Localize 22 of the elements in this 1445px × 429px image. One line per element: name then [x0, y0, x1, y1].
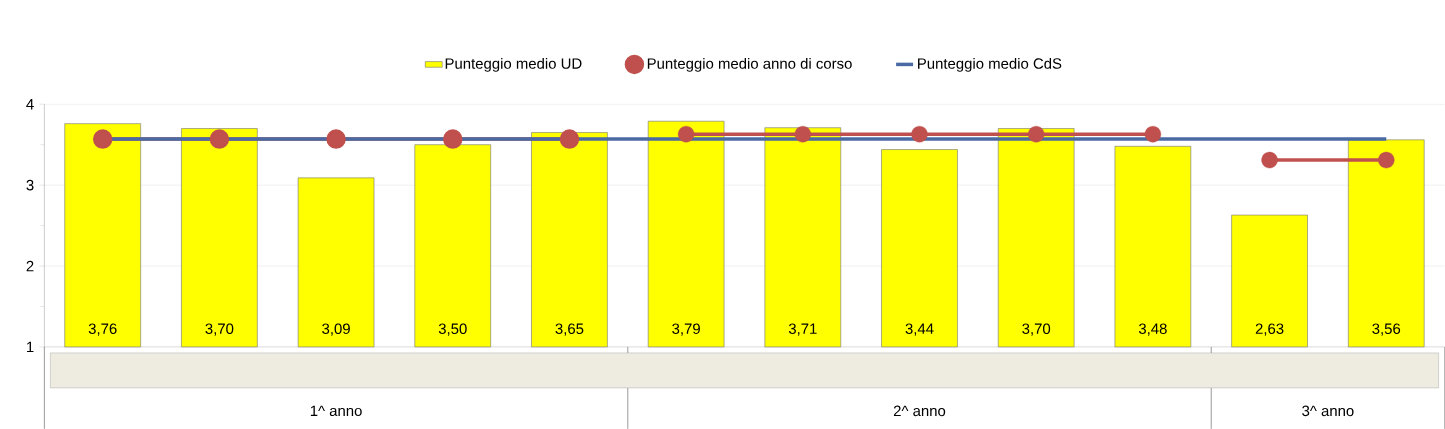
data-label: 3,44 [905, 323, 934, 336]
data-label: 3,70 [205, 323, 234, 336]
data-label: 3,09 [322, 323, 350, 336]
y-tick-label: 2 [26, 260, 34, 272]
y-tick-label: 3 [26, 179, 34, 191]
legend-label: Punteggio medio UD [445, 57, 582, 72]
y-tick-label: 4 [26, 98, 34, 110]
data-label: 2,63 [1255, 323, 1284, 336]
y-tick-label: 1 [27, 341, 34, 352]
text: 1^ anno [310, 405, 362, 416]
text: 2^ anno [893, 405, 946, 416]
data-label: 3,71 [788, 323, 817, 336]
data-label: 3,48 [1138, 323, 1167, 336]
data-label: 3,70 [1022, 323, 1051, 336]
legend-label: Punteggio medio CdS [918, 57, 1062, 72]
legend-label: Punteggio medio anno di corso [647, 57, 852, 72]
data-label: 3,79 [672, 323, 700, 336]
data-label: 3,65 [555, 323, 584, 336]
data-label: 3,50 [438, 323, 467, 336]
text: 3^ anno [1302, 405, 1354, 416]
data-label: 3,56 [1372, 323, 1401, 336]
data-label: 3,76 [88, 323, 117, 336]
